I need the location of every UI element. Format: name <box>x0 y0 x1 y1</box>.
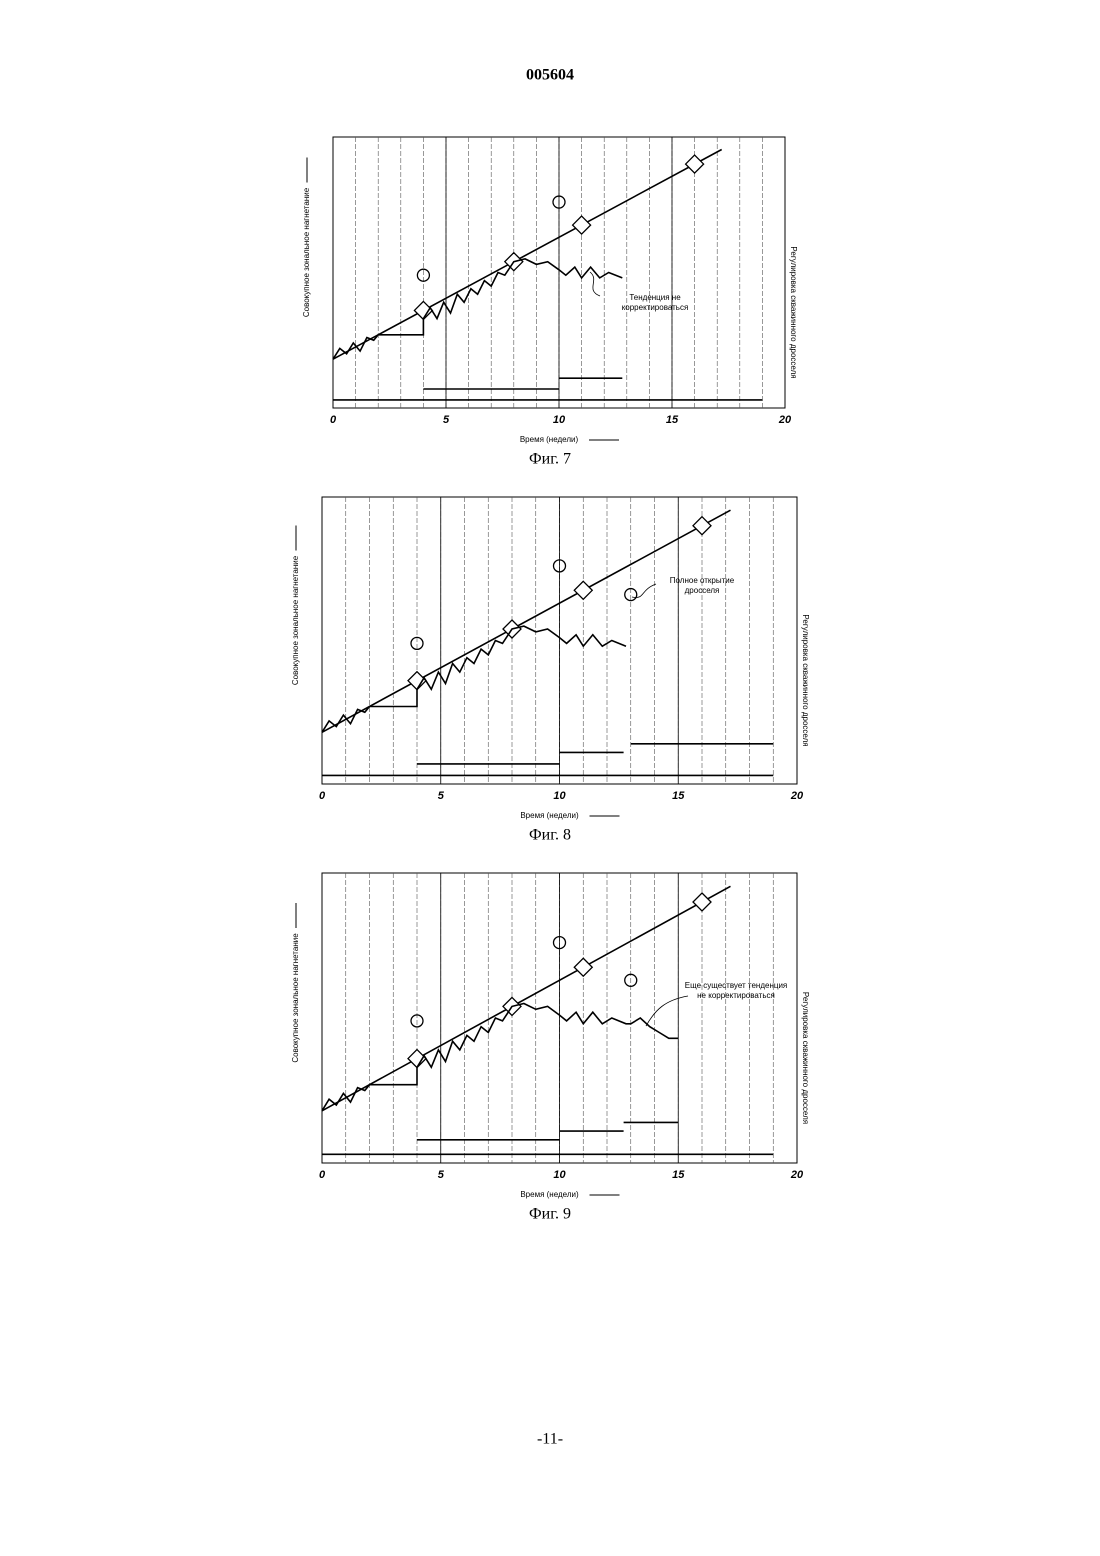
figure-caption: Фиг. 7 <box>529 451 571 468</box>
diamond-marker <box>693 517 711 535</box>
series-line <box>322 510 731 732</box>
x-tick-label: 20 <box>790 1169 804 1181</box>
x-tick-label: 0 <box>319 1169 326 1181</box>
diamond-marker <box>574 581 592 599</box>
x-tick-label: 10 <box>553 414 566 426</box>
x-tick-label: 20 <box>790 790 804 802</box>
x-tick-label: 0 <box>330 414 337 426</box>
annotation: не корректироваться <box>697 991 775 1000</box>
series-line <box>333 378 762 400</box>
page-footer: -11- <box>537 1431 563 1448</box>
figure-caption: Фиг. 9 <box>529 1206 571 1223</box>
figure: 0 5 10 15 20 Время (недели) Совокупное зональн… <box>302 137 798 468</box>
x-tick-label: 15 <box>666 414 679 426</box>
series-line <box>333 259 622 359</box>
x-tick-label: 20 <box>778 414 792 426</box>
page-header: 005604 <box>526 67 574 84</box>
annotation: корректироваться <box>622 303 689 312</box>
series-line <box>333 150 722 360</box>
page: 005604 -11- 0 5 10 15 20 Время (недели) Совоку… <box>0 0 1100 1556</box>
x-tick-label: 5 <box>438 790 445 802</box>
x-axis-label: Время (недели) <box>520 811 579 820</box>
x-tick-label: 15 <box>672 1169 685 1181</box>
annotation-leader <box>646 996 688 1026</box>
series-line <box>322 1004 678 1111</box>
series-line <box>322 744 773 776</box>
y-axis-label: Совокупное зональное нагнетание <box>291 933 300 1063</box>
diamond-marker <box>693 893 711 911</box>
diamond-marker <box>573 216 591 234</box>
x-axis-label: Время (недели) <box>520 1190 579 1199</box>
x-tick-label: 0 <box>319 790 326 802</box>
figure-caption: Фиг. 8 <box>529 827 571 844</box>
y2-axis-label: Регулировка скважинного дросселя <box>789 246 798 378</box>
figure: 0 5 10 15 20 Время (недели) Совокупное зональн… <box>291 497 810 844</box>
annotation: дросселя <box>685 586 720 595</box>
diamond-marker <box>408 672 426 690</box>
diamond-marker <box>414 301 432 319</box>
x-tick-label: 15 <box>672 790 685 802</box>
annotation: Полное открытие <box>670 576 735 585</box>
y2-axis-label: Регулировка скважинного дросселя <box>801 614 810 746</box>
diamond-marker <box>686 155 704 173</box>
series-line <box>322 626 626 732</box>
x-axis-label: Время (недели) <box>520 435 579 444</box>
series-line <box>322 886 731 1111</box>
x-tick-label: 10 <box>553 790 566 802</box>
x-tick-label: 5 <box>438 1169 445 1181</box>
diamond-marker <box>408 1050 426 1068</box>
figure: 0 5 10 15 20 Время (недели) Совокупное зональн… <box>291 873 810 1223</box>
annotation: Тенденция не <box>629 293 681 302</box>
x-tick-label: 10 <box>553 1169 566 1181</box>
x-tick-label: 5 <box>443 414 450 426</box>
diamond-marker <box>574 958 592 976</box>
y2-axis-label: Регулировка скважинного дросселя <box>801 992 810 1124</box>
series-line <box>322 1122 773 1154</box>
y-axis-label: Совокупное зональное нагнетание <box>291 555 300 685</box>
y-axis-label: Совокупное зональное нагнетание <box>302 187 311 317</box>
annotation: Еще существует тенденция <box>685 981 788 990</box>
